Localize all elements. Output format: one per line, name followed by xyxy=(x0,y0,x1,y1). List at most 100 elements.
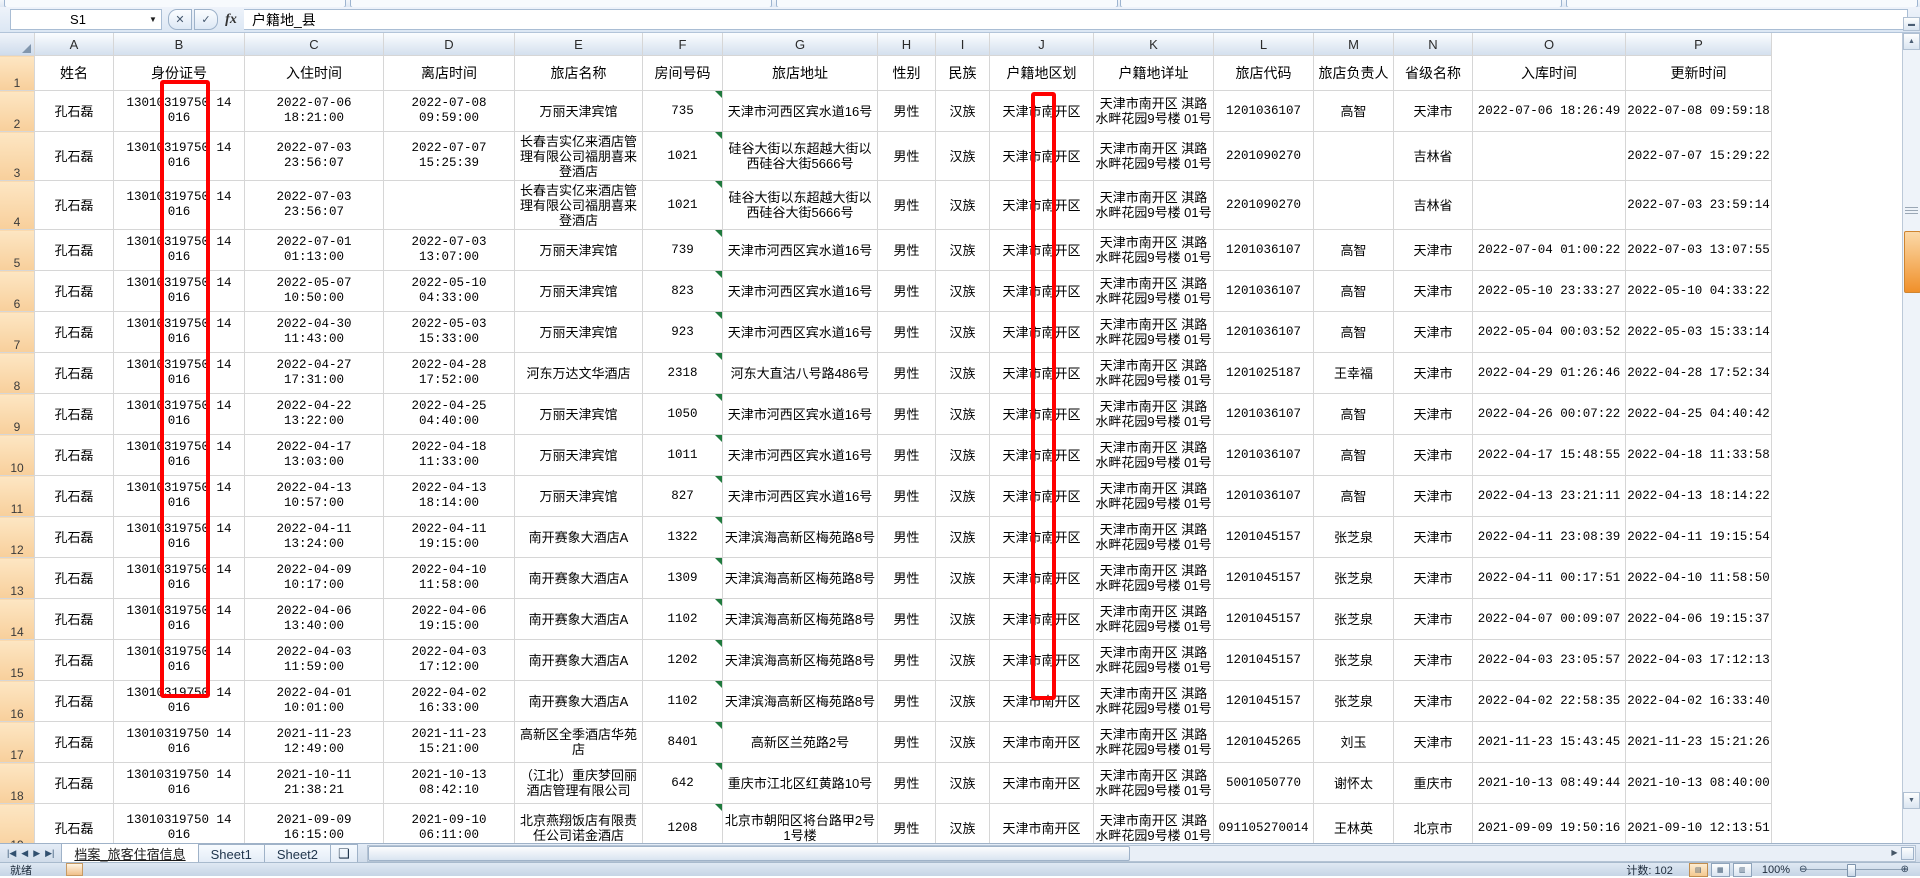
table-row[interactable]: 9 孔石磊 13010319750 14 016 2022-04-22 13:22:0… xyxy=(0,393,1772,435)
cell-H15[interactable]: 男性 xyxy=(877,639,936,681)
cell-E7[interactable]: 万丽天津宾馆 xyxy=(514,311,643,353)
row-header-3[interactable]: 3 xyxy=(0,131,35,181)
cell-G8[interactable]: 河东大直沽八号路486号 xyxy=(722,352,878,394)
cell-L16[interactable]: 1201045157 xyxy=(1213,680,1314,722)
column-header-E[interactable]: E xyxy=(514,33,643,56)
cell-B7[interactable]: 13010319750 14 016 xyxy=(113,311,245,353)
row-header-7[interactable]: 7 xyxy=(0,311,35,353)
cell-A19[interactable]: 孔石磊 xyxy=(34,803,114,843)
cell-C3[interactable]: 2022-07-03 23:56:07 xyxy=(244,131,384,181)
cell-C7[interactable]: 2022-04-30 11:43:00 xyxy=(244,311,384,353)
cell-P4[interactable]: 2022-07-03 23:59:14 xyxy=(1625,180,1772,230)
cell-J19[interactable]: 天津市南开区 xyxy=(989,803,1094,843)
cell-F11[interactable]: 827 xyxy=(642,475,723,517)
cell-E12[interactable]: 南开赛象大酒店A xyxy=(514,516,643,558)
cell-P11[interactable]: 2022-04-13 18:14:22 xyxy=(1625,475,1772,517)
zoom-in-icon[interactable]: ⊕ xyxy=(1900,864,1909,875)
last-sheet-icon[interactable]: ▶| xyxy=(45,848,55,858)
cell-F13[interactable]: 1309 xyxy=(642,557,723,599)
cell-A13[interactable]: 孔石磊 xyxy=(34,557,114,599)
cell-N6[interactable]: 天津市 xyxy=(1393,270,1473,312)
column-header-J[interactable]: J xyxy=(989,33,1094,56)
cell-G15[interactable]: 天津滨海高新区梅苑路8号 xyxy=(722,639,878,681)
cell-B17[interactable]: 13010319750 14 016 xyxy=(113,721,245,763)
cell-F4[interactable]: 1021 xyxy=(642,180,723,230)
vertical-scrollbar[interactable]: ▲ ▼ ▬ xyxy=(1902,17,1920,843)
cell-M2[interactable]: 高智 xyxy=(1313,90,1394,132)
cell-G6[interactable]: 天津市河西区宾水道16号 xyxy=(722,270,878,312)
cell-J11[interactable]: 天津市南开区 xyxy=(989,475,1094,517)
cell-I12[interactable]: 汉族 xyxy=(935,516,990,558)
row-header-6[interactable]: 6 xyxy=(0,270,35,312)
cell-N5[interactable]: 天津市 xyxy=(1393,229,1473,271)
cell-E3[interactable]: 长春吉实亿来酒店管理有限公司福朋喜来登酒店 xyxy=(514,131,643,181)
cell-D15[interactable]: 2022-04-03 17:12:00 xyxy=(383,639,515,681)
cell-F12[interactable]: 1322 xyxy=(642,516,723,558)
column-title-F[interactable]: 房间号码 xyxy=(642,55,723,91)
cell-O2[interactable]: 2022-07-06 18:26:49 xyxy=(1472,90,1626,132)
cell-A16[interactable]: 孔石磊 xyxy=(34,680,114,722)
cell-H13[interactable]: 男性 xyxy=(877,557,936,599)
cell-E10[interactable]: 万丽天津宾馆 xyxy=(514,434,643,476)
cell-B19[interactable]: 13010319750 14 016 xyxy=(113,803,245,843)
column-title-E[interactable]: 旅店名称 xyxy=(514,55,643,91)
row-header-11[interactable]: 11 xyxy=(0,475,35,517)
cell-K4[interactable]: 天津市南开区 淇路水畔花园9号楼 01号 xyxy=(1093,180,1214,230)
cell-E6[interactable]: 万丽天津宾馆 xyxy=(514,270,643,312)
cell-B16[interactable]: 13010319750 14 016 xyxy=(113,680,245,722)
table-row[interactable]: 6 孔石磊 13010319750 14 016 2022-05-07 10:50:0… xyxy=(0,270,1772,312)
cell-A14[interactable]: 孔石磊 xyxy=(34,598,114,640)
cell-F19[interactable]: 1208 xyxy=(642,803,723,843)
cell-A2[interactable]: 孔石磊 xyxy=(34,90,114,132)
table-row[interactable]: 18 孔石磊 13010319750 14 016 2021-10-11 21:38:… xyxy=(0,762,1772,804)
table-row[interactable]: 5 孔石磊 13010319750 14 016 2022-07-01 01:13:0… xyxy=(0,229,1772,271)
cell-P19[interactable]: 2021-09-10 12:13:51 xyxy=(1625,803,1772,843)
cell-M12[interactable]: 张芝泉 xyxy=(1313,516,1394,558)
cell-O17[interactable]: 2021-11-23 15:43:45 xyxy=(1472,721,1626,763)
cell-C14[interactable]: 2022-04-06 13:40:00 xyxy=(244,598,384,640)
cell-J2[interactable]: 天津市南开区 xyxy=(989,90,1094,132)
cell-L13[interactable]: 1201045157 xyxy=(1213,557,1314,599)
cell-N15[interactable]: 天津市 xyxy=(1393,639,1473,681)
table-row[interactable]: 4 孔石磊 13010319750 14 016 2022-07-03 23:56:0… xyxy=(0,180,1772,230)
cell-O8[interactable]: 2022-04-29 01:26:46 xyxy=(1472,352,1626,394)
sheet-nav-buttons[interactable]: |◀ ◀ ▶ ▶| xyxy=(0,848,61,859)
cell-B11[interactable]: 13010319750 14 016 xyxy=(113,475,245,517)
row-header-19[interactable]: 19 xyxy=(0,803,35,843)
column-header-P[interactable]: P xyxy=(1625,33,1772,56)
cell-B2[interactable]: 13010319750 14 016 xyxy=(113,90,245,132)
cell-H18[interactable]: 男性 xyxy=(877,762,936,804)
cell-A12[interactable]: 孔石磊 xyxy=(34,516,114,558)
cell-M17[interactable]: 刘玉 xyxy=(1313,721,1394,763)
cell-M3[interactable] xyxy=(1313,131,1394,181)
cell-L19[interactable]: 091105270014 xyxy=(1213,803,1314,843)
cell-O7[interactable]: 2022-05-04 00:03:52 xyxy=(1472,311,1626,353)
cell-F6[interactable]: 823 xyxy=(642,270,723,312)
cell-O6[interactable]: 2022-05-10 23:33:27 xyxy=(1472,270,1626,312)
column-header-O[interactable]: O xyxy=(1472,33,1626,56)
cell-K13[interactable]: 天津市南开区 淇路水畔花园9号楼 01号 xyxy=(1093,557,1214,599)
cell-P15[interactable]: 2022-04-03 17:12:13 xyxy=(1625,639,1772,681)
cell-D19[interactable]: 2021-09-10 06:11:00 xyxy=(383,803,515,843)
table-row[interactable]: 14 孔石磊 13010319750 14 016 2022-04-06 13:40:… xyxy=(0,598,1772,640)
cell-F8[interactable]: 2318 xyxy=(642,352,723,394)
row-header-14[interactable]: 14 xyxy=(0,598,35,640)
table-row[interactable]: 16 孔石磊 13010319750 14 016 2022-04-01 10:01:… xyxy=(0,680,1772,722)
cell-A9[interactable]: 孔石磊 xyxy=(34,393,114,435)
horizontal-scroll-thumb[interactable] xyxy=(367,846,1130,861)
cell-H5[interactable]: 男性 xyxy=(877,229,936,271)
cell-J5[interactable]: 天津市南开区 xyxy=(989,229,1094,271)
record-macro-icon[interactable] xyxy=(66,863,83,876)
select-all-corner[interactable] xyxy=(0,33,35,56)
cell-E15[interactable]: 南开赛象大酒店A xyxy=(514,639,643,681)
cell-C8[interactable]: 2022-04-27 17:31:00 xyxy=(244,352,384,394)
cell-G9[interactable]: 天津市河西区宾水道16号 xyxy=(722,393,878,435)
row-header-18[interactable]: 18 xyxy=(0,762,35,804)
cell-K6[interactable]: 天津市南开区 淇路水畔花园9号楼 01号 xyxy=(1093,270,1214,312)
cell-E2[interactable]: 万丽天津宾馆 xyxy=(514,90,643,132)
cell-F17[interactable]: 8401 xyxy=(642,721,723,763)
cell-D12[interactable]: 2022-04-11 19:15:00 xyxy=(383,516,515,558)
cell-H6[interactable]: 男性 xyxy=(877,270,936,312)
column-header-K[interactable]: K xyxy=(1093,33,1214,56)
cell-I17[interactable]: 汉族 xyxy=(935,721,990,763)
